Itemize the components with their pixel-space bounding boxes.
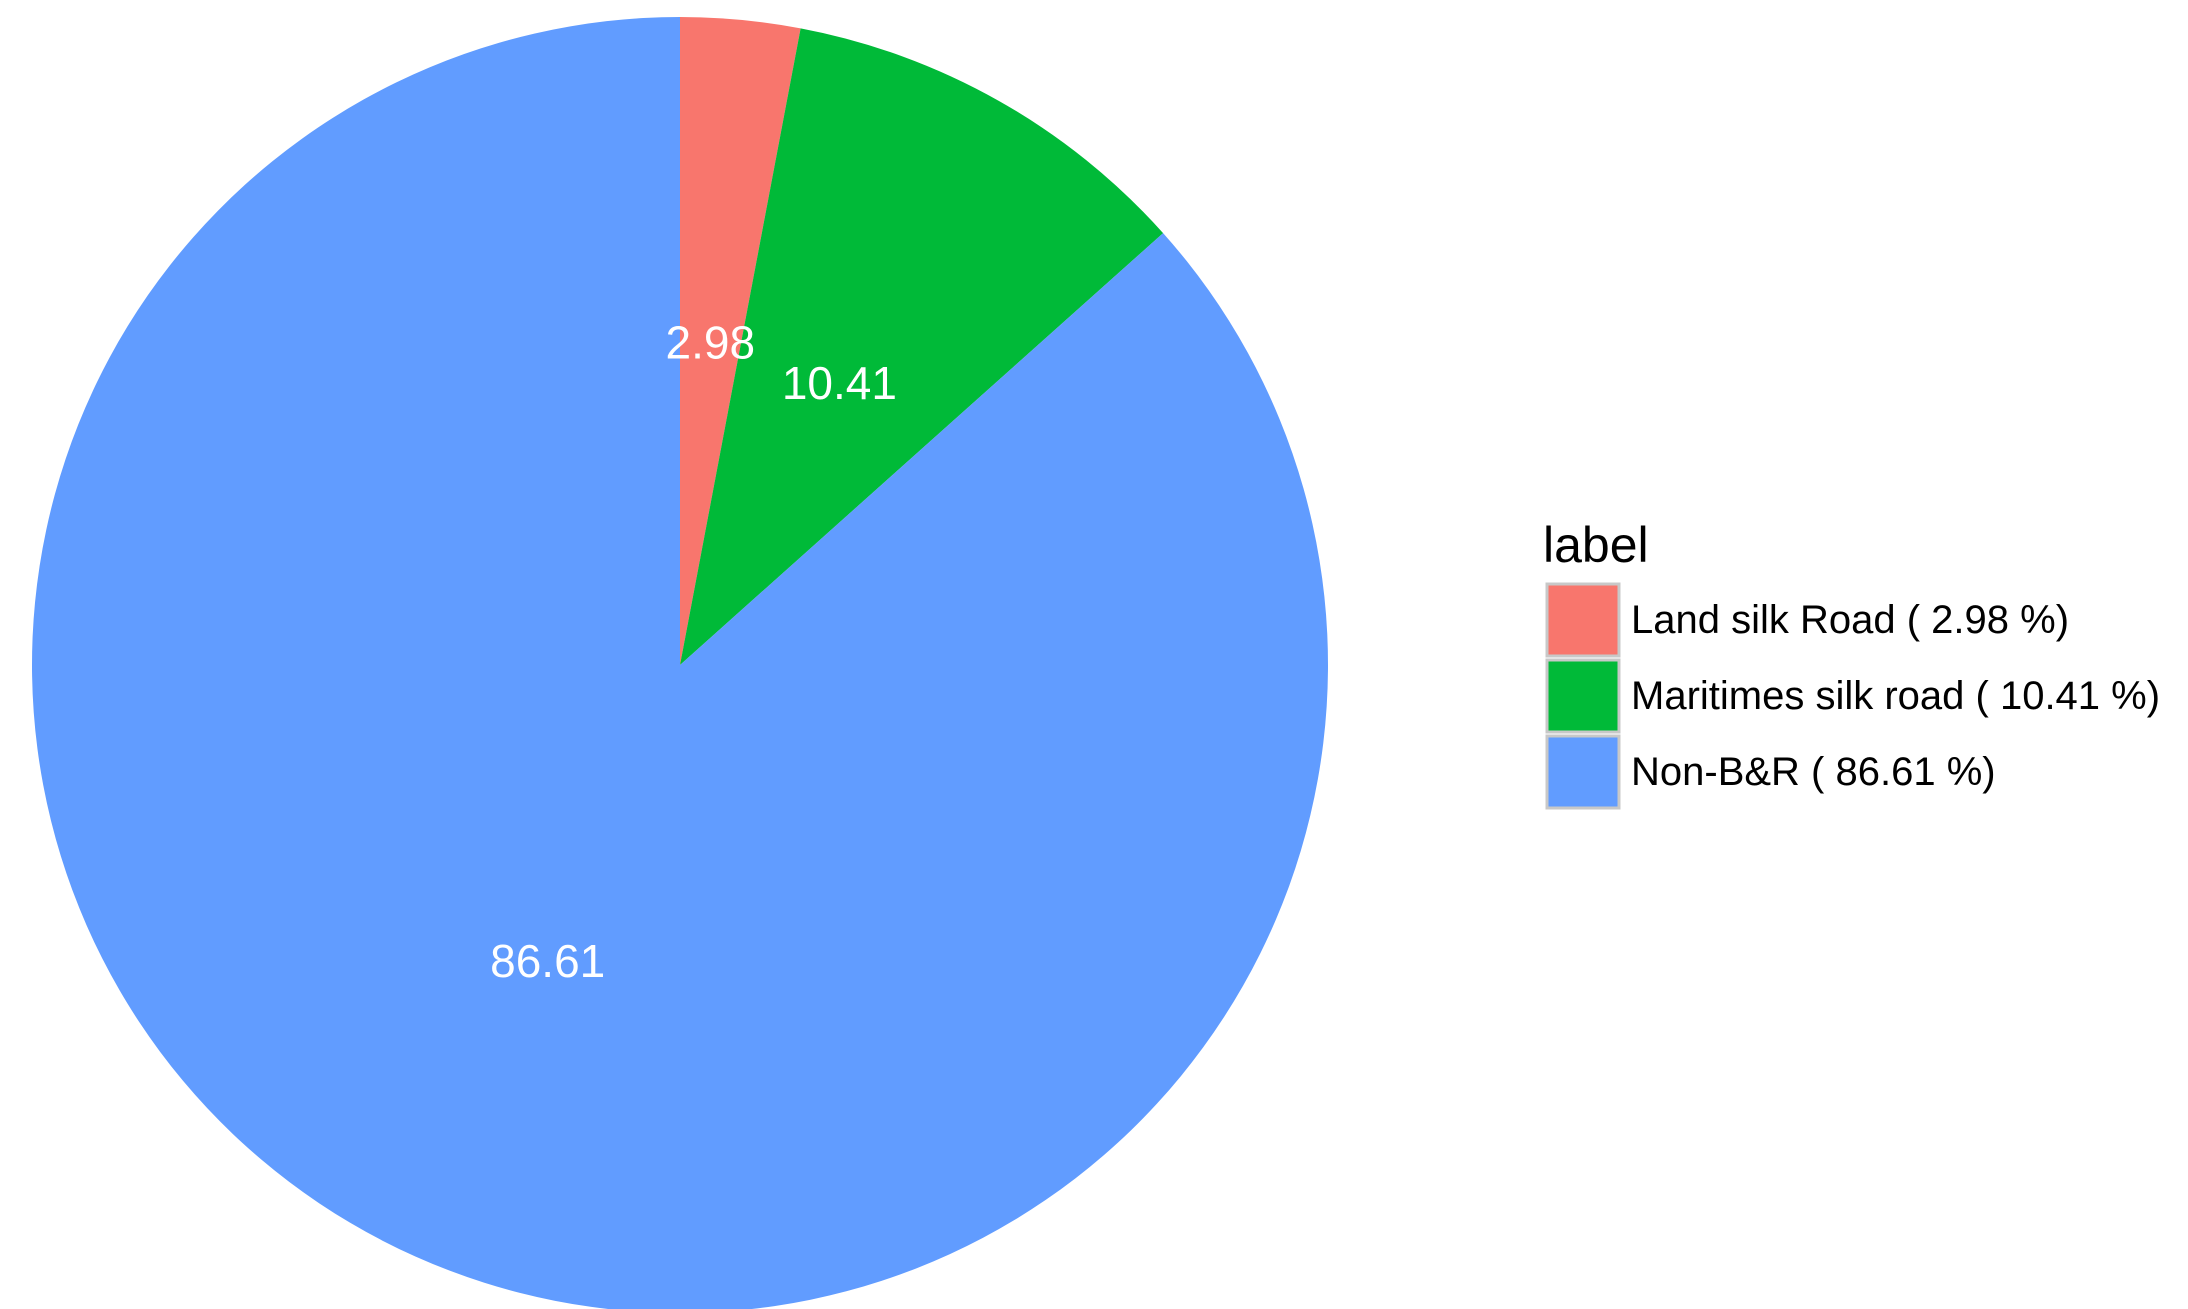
legend-items: Land silk Road ( 2.98 %) Maritimes silk r… xyxy=(1545,582,2160,810)
legend-key-3 xyxy=(1545,734,1621,810)
legend-title: label xyxy=(1543,517,1649,573)
legend-label-2: Maritimes silk road ( 10.41 %) xyxy=(1631,674,2160,718)
legend-label-1: Land silk Road ( 2.98 %) xyxy=(1631,598,2069,642)
slice-label-3: 86.61 xyxy=(490,935,605,987)
pie-slice-labels: 2.98 10.41 86.61 xyxy=(490,316,897,986)
slice-label-2: 10.41 xyxy=(782,357,897,409)
pie-slice-3 xyxy=(32,17,1328,1309)
legend-key-2 xyxy=(1545,658,1621,734)
slice-label-1: 2.98 xyxy=(666,316,756,368)
legend-label-3: Non-B&R ( 86.61 %) xyxy=(1631,750,1996,794)
pie-slices xyxy=(32,17,1328,1309)
pie-slice-1 xyxy=(680,17,801,665)
legend-key-1 xyxy=(1545,582,1621,658)
pie-slice-2 xyxy=(680,28,1164,665)
legend: label Land silk Road ( 2.98 %) Maritimes … xyxy=(1543,517,2160,810)
